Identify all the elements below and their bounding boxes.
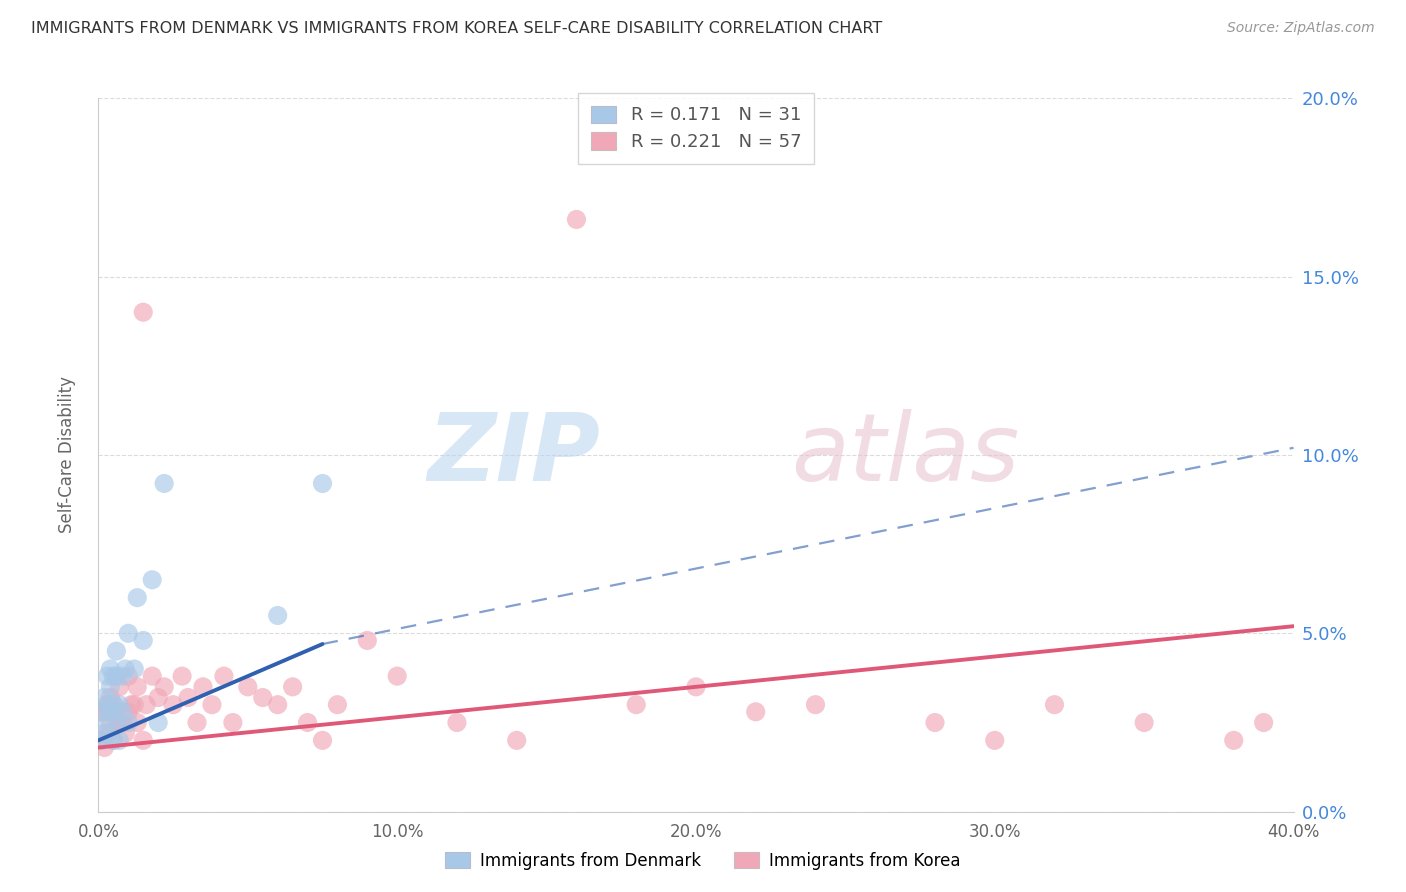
Point: [127, 591, 149, 605]
Point: [120, 698, 142, 712]
Point: [117, 669, 139, 683]
Point: [506, 733, 529, 747]
Point: [252, 690, 274, 705]
Text: Source: ZipAtlas.com: Source: ZipAtlas.com: [1227, 21, 1375, 36]
Point: [124, 662, 146, 676]
Point: [356, 633, 378, 648]
Text: atlas: atlas: [792, 409, 1019, 500]
Point: [148, 715, 170, 730]
Point: [201, 698, 224, 712]
Point: [326, 698, 349, 712]
Point: [98, 715, 122, 730]
Point: [117, 705, 139, 719]
Point: [141, 573, 163, 587]
Point: [93, 690, 115, 705]
Point: [105, 644, 128, 658]
Point: [105, 715, 128, 730]
Point: [1253, 715, 1275, 730]
Point: [96, 715, 118, 730]
Point: [135, 698, 157, 712]
Point: [98, 680, 122, 694]
Point: [297, 715, 319, 730]
Point: [153, 476, 176, 491]
Point: [103, 733, 125, 747]
Point: [281, 680, 304, 694]
Point: [1133, 715, 1156, 730]
Point: [222, 715, 245, 730]
Point: [267, 608, 290, 623]
Point: [1223, 733, 1246, 747]
Point: [311, 733, 333, 747]
Point: [103, 698, 125, 712]
Point: [93, 705, 115, 719]
Point: [105, 705, 128, 719]
Point: [105, 669, 128, 683]
Point: [177, 690, 200, 705]
Point: [90, 705, 112, 719]
Point: [132, 733, 155, 747]
Point: [984, 733, 1007, 747]
Point: [103, 733, 125, 747]
Point: [98, 662, 122, 676]
Point: [111, 669, 134, 683]
Point: [172, 669, 194, 683]
Legend: R = 0.171   N = 31, R = 0.221   N = 57: R = 0.171 N = 31, R = 0.221 N = 57: [578, 93, 814, 164]
Text: ZIP: ZIP: [427, 409, 600, 501]
Point: [267, 698, 290, 712]
Point: [626, 698, 648, 712]
Point: [90, 733, 112, 747]
Point: [93, 726, 115, 740]
Point: [446, 715, 468, 730]
Point: [141, 669, 163, 683]
Point: [117, 626, 139, 640]
Point: [385, 669, 409, 683]
Point: [127, 680, 149, 694]
Point: [108, 680, 131, 694]
Point: [212, 669, 235, 683]
Point: [114, 726, 136, 740]
Point: [96, 698, 118, 712]
Point: [132, 305, 155, 319]
Point: [153, 680, 176, 694]
Point: [108, 698, 131, 712]
Point: [98, 705, 122, 719]
Point: [311, 476, 333, 491]
Point: [186, 715, 208, 730]
Point: [90, 705, 112, 719]
Point: [565, 212, 588, 227]
Point: [96, 669, 118, 683]
Point: [96, 726, 118, 740]
Point: [90, 733, 112, 747]
Point: [236, 680, 259, 694]
Point: [127, 715, 149, 730]
Point: [93, 740, 115, 755]
Legend: Immigrants from Denmark, Immigrants from Korea: Immigrants from Denmark, Immigrants from…: [439, 846, 967, 877]
Point: [117, 715, 139, 730]
Point: [685, 680, 707, 694]
Point: [96, 698, 118, 712]
Point: [745, 705, 768, 719]
Point: [162, 698, 184, 712]
Point: [108, 733, 131, 747]
Point: [1043, 698, 1066, 712]
Point: [124, 698, 146, 712]
Point: [804, 698, 827, 712]
Y-axis label: Self-Care Disability: Self-Care Disability: [58, 376, 76, 533]
Point: [132, 633, 155, 648]
Point: [924, 715, 946, 730]
Point: [108, 715, 131, 730]
Point: [114, 662, 136, 676]
Point: [191, 680, 214, 694]
Point: [103, 669, 125, 683]
Point: [111, 705, 134, 719]
Point: [111, 715, 134, 730]
Point: [98, 690, 122, 705]
Point: [103, 698, 125, 712]
Text: IMMIGRANTS FROM DENMARK VS IMMIGRANTS FROM KOREA SELF-CARE DISABILITY CORRELATIO: IMMIGRANTS FROM DENMARK VS IMMIGRANTS FR…: [31, 21, 882, 37]
Point: [148, 690, 170, 705]
